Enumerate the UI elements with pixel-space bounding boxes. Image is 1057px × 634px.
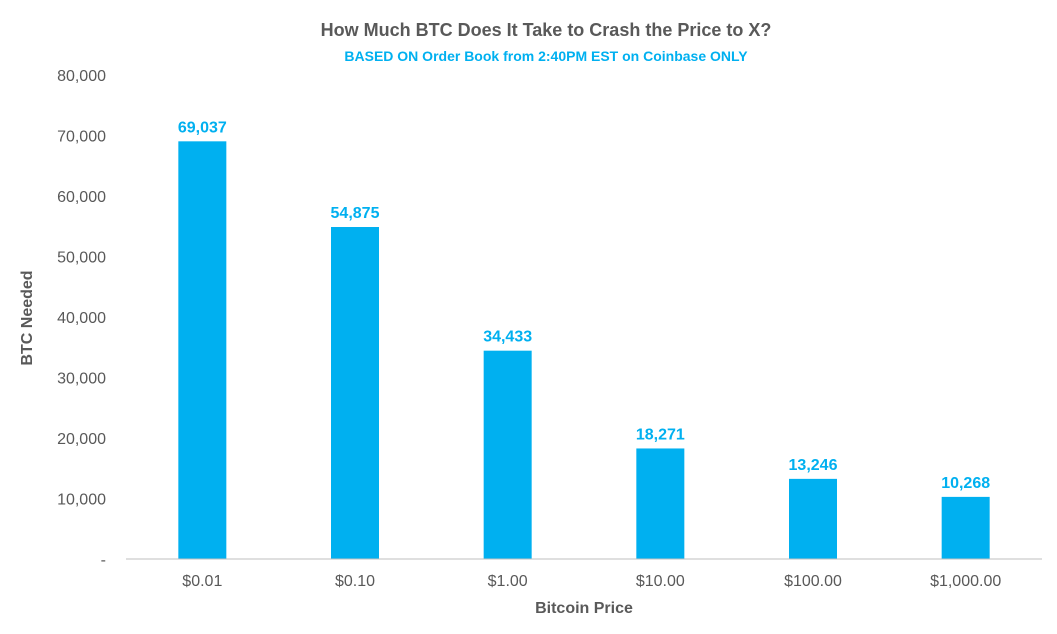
y-tick-label: 70,000 (57, 129, 106, 146)
x-axis-ticks: $0.01 $0.10 $1.00 $10.00 $100.00 $1,000.00 (182, 573, 1001, 590)
bars: 69,037 54,875 34,433 18,271 13,246 10,268 (178, 119, 990, 559)
x-tick-label: $0.01 (182, 573, 222, 590)
y-tick-label: 20,000 (57, 431, 106, 448)
y-tick-label: 60,000 (57, 189, 106, 206)
x-tick-label: $100.00 (784, 573, 842, 590)
y-tick-label: 50,000 (57, 250, 106, 267)
bar (941, 496, 990, 559)
x-tick-label: $1.00 (488, 573, 528, 590)
bar (636, 448, 685, 559)
bar (331, 227, 379, 559)
x-axis-title: Bitcoin Price (535, 600, 633, 617)
bar-value-label: 69,037 (178, 119, 227, 136)
y-tick-label: - (101, 552, 106, 569)
bar (789, 478, 837, 559)
bar (178, 141, 227, 559)
bar-value-label: 13,246 (789, 457, 838, 474)
bar-value-label: 10,268 (941, 475, 990, 492)
y-tick-label: 40,000 (57, 310, 106, 327)
bar-value-label: 34,433 (483, 329, 532, 346)
y-axis-ticks: - 10,000 20,000 30,000 40,000 50,000 60,000 70,… (57, 68, 106, 569)
bar (483, 350, 532, 559)
x-tick-label: $10.00 (636, 573, 685, 590)
y-axis-title: BTC Needed (19, 270, 36, 365)
x-tick-label: $1,000.00 (930, 573, 1001, 590)
bar-value-label: 54,875 (331, 205, 380, 222)
chart-subtitle: BASED ON Order Book from 2:40PM EST on C… (344, 48, 748, 64)
y-tick-label: 80,000 (57, 68, 106, 85)
x-tick-label: $0.10 (335, 573, 375, 590)
y-tick-label: 10,000 (57, 492, 106, 509)
chart-title: How Much BTC Does It Take to Crash the P… (321, 20, 772, 40)
bar-value-label: 18,271 (636, 426, 685, 443)
y-tick-label: 30,000 (57, 371, 106, 388)
